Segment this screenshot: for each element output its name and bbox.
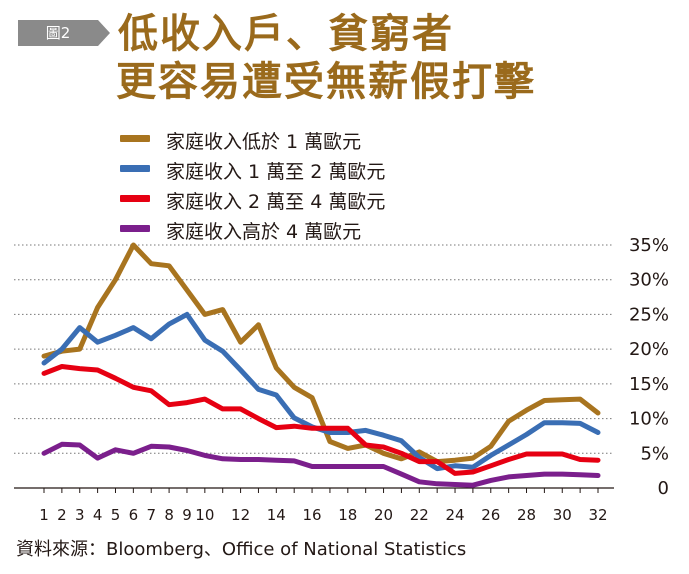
title-line-1: 低收入戶、貧窮者	[118, 10, 454, 57]
x-tick-label: 9	[182, 506, 192, 524]
x-tick-label: 8	[164, 506, 174, 524]
y-tick-label: 35%	[629, 235, 669, 256]
x-tick-label: 1	[39, 506, 49, 524]
figure-number: 圖2	[18, 20, 98, 46]
x-tick-label: 20	[374, 506, 393, 524]
y-tick-label: 25%	[629, 304, 669, 325]
y-tick-label: 20%	[629, 339, 669, 360]
x-tick-label: 26	[481, 506, 500, 524]
x-tick-label: 10	[195, 506, 214, 524]
legend-swatch	[120, 195, 150, 202]
badge-arrow-icon	[98, 20, 110, 46]
x-tick-label: 12	[231, 506, 250, 524]
legend-label: 家庭收入 2 萬至 4 萬歐元	[166, 191, 386, 213]
y-tick-label: 30%	[629, 270, 669, 291]
series-line-3	[41, 364, 601, 476]
x-tick-label: 2	[57, 506, 67, 524]
x-tick-label: 16	[303, 506, 322, 524]
x-tick-label: 18	[338, 506, 357, 524]
x-tick-label: 3	[75, 506, 85, 524]
x-tick-label: 6	[129, 506, 139, 524]
legend-swatch	[120, 225, 150, 232]
chart-title: 低收入戶、貧窮者 更容易遭受無薪假打擊	[116, 10, 536, 106]
legend-swatch	[120, 135, 150, 142]
x-tick-label: 28	[517, 506, 536, 524]
x-tick-label: 32	[588, 506, 607, 524]
figure-badge: 圖2	[18, 20, 110, 46]
legend-label: 家庭收入低於 1 萬歐元	[166, 131, 362, 153]
x-tick-label: 22	[410, 506, 429, 524]
y-tick-label: 15%	[629, 374, 669, 395]
legend-label: 家庭收入高於 4 萬歐元	[166, 221, 362, 243]
series-line-2	[41, 311, 601, 472]
y-tick-label: 0	[658, 478, 669, 499]
legend-swatch	[120, 165, 150, 172]
y-tick-label: 10%	[629, 409, 669, 430]
x-tick-label: 5	[111, 506, 121, 524]
x-tick-label: 7	[146, 506, 156, 524]
x-tick-label: 30	[553, 506, 572, 524]
series-line-1	[41, 242, 601, 465]
y-tick-label: 5%	[640, 443, 669, 464]
legend-label: 家庭收入 1 萬至 2 萬歐元	[166, 161, 386, 183]
source-note: 資料來源：Bloomberg、Office of National Statis…	[16, 539, 467, 560]
x-tick-label: 14	[267, 506, 286, 524]
title-line-2: 更容易遭受無薪假打擊	[116, 58, 536, 105]
x-tick-label: 24	[445, 506, 464, 524]
series-line-4	[41, 441, 601, 488]
x-tick-label: 4	[93, 506, 103, 524]
